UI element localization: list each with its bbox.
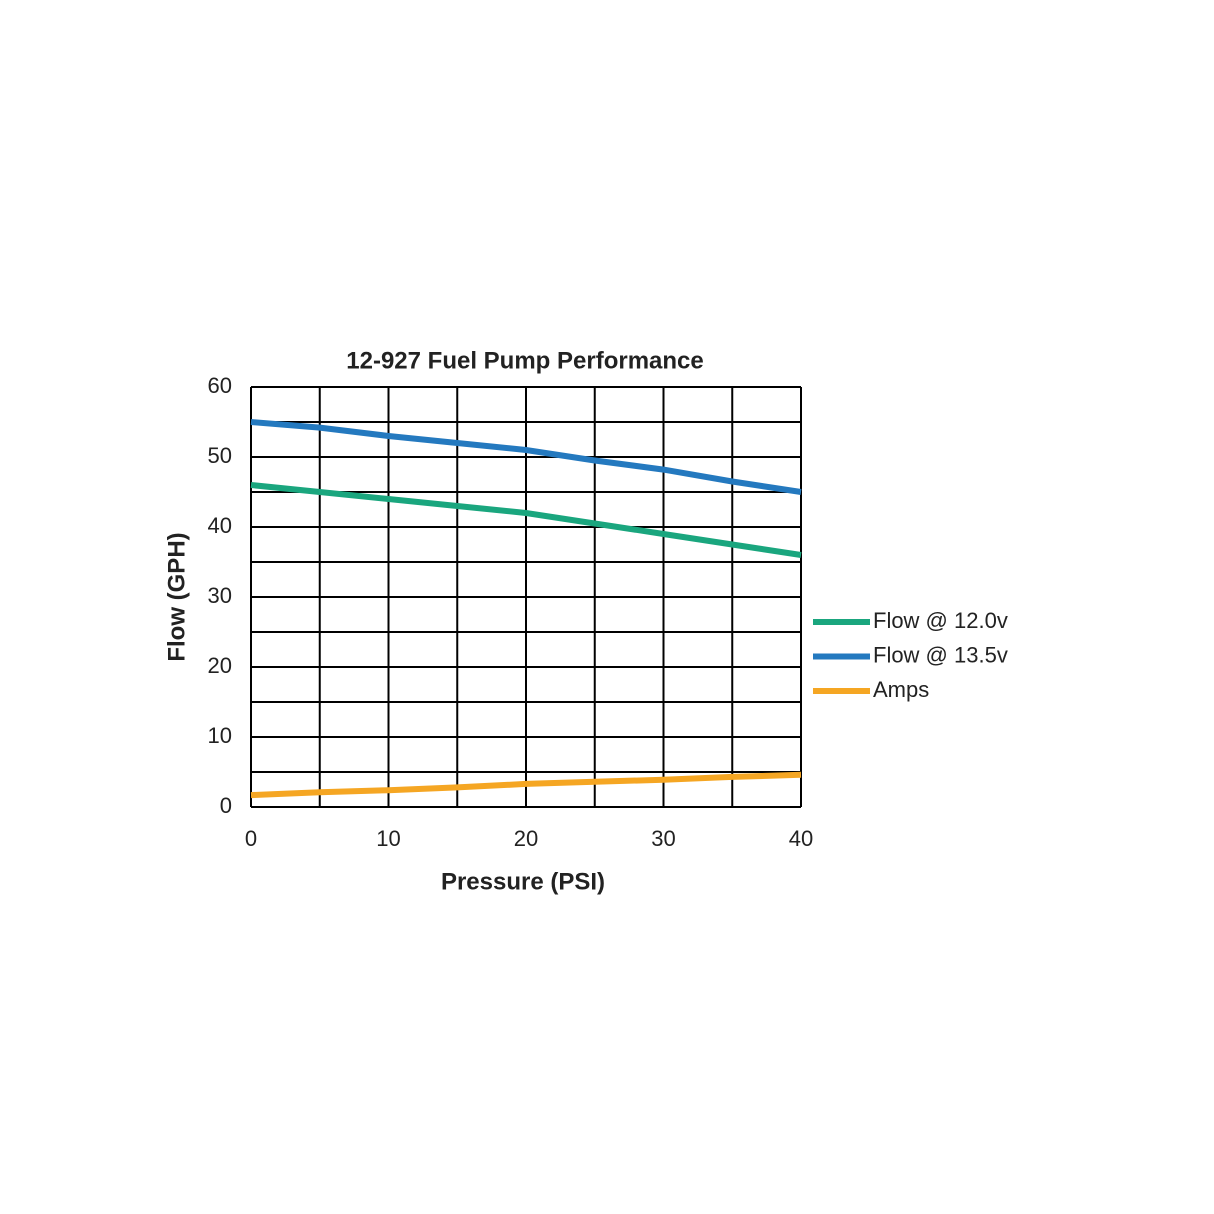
- y-tick-label: 60: [208, 373, 232, 398]
- x-tick-label: 40: [789, 826, 813, 851]
- chart-title: 12-927 Fuel Pump Performance: [346, 347, 703, 374]
- x-axis-label: Pressure (PSI): [441, 868, 605, 895]
- y-tick-label: 0: [220, 793, 232, 818]
- series-line: [250, 419, 802, 495]
- x-tick-label: 10: [376, 826, 400, 851]
- x-tick-label: 0: [245, 826, 257, 851]
- y-tick-label: 20: [208, 653, 232, 678]
- legend-label: Flow @ 12.0v: [873, 608, 1008, 633]
- series-line: [250, 771, 802, 799]
- y-tick-label: 10: [208, 723, 232, 748]
- y-tick-label: 40: [208, 513, 232, 538]
- y-tick-label: 50: [208, 443, 232, 468]
- y-axis-label: Flow (GPH): [163, 532, 190, 661]
- series-line: [250, 482, 802, 558]
- y-tick-label: 30: [208, 583, 232, 608]
- x-tick-label: 30: [651, 826, 675, 851]
- legend-label: Amps: [873, 677, 929, 702]
- legend-label: Flow @ 13.5v: [873, 642, 1008, 667]
- x-tick-label: 20: [514, 826, 538, 851]
